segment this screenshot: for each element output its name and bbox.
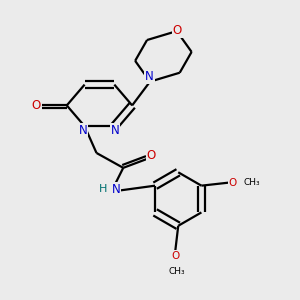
- Text: CH₃: CH₃: [168, 266, 185, 275]
- Text: O: O: [171, 251, 179, 261]
- Text: N: N: [111, 124, 119, 136]
- Text: N: N: [111, 183, 120, 196]
- Text: N: N: [145, 70, 154, 83]
- Text: O: O: [32, 99, 41, 112]
- Text: CH₃: CH₃: [244, 178, 260, 187]
- Text: O: O: [173, 24, 182, 37]
- Text: O: O: [229, 178, 237, 188]
- Text: O: O: [147, 149, 156, 162]
- Text: H: H: [99, 184, 107, 194]
- Text: N: N: [79, 124, 88, 136]
